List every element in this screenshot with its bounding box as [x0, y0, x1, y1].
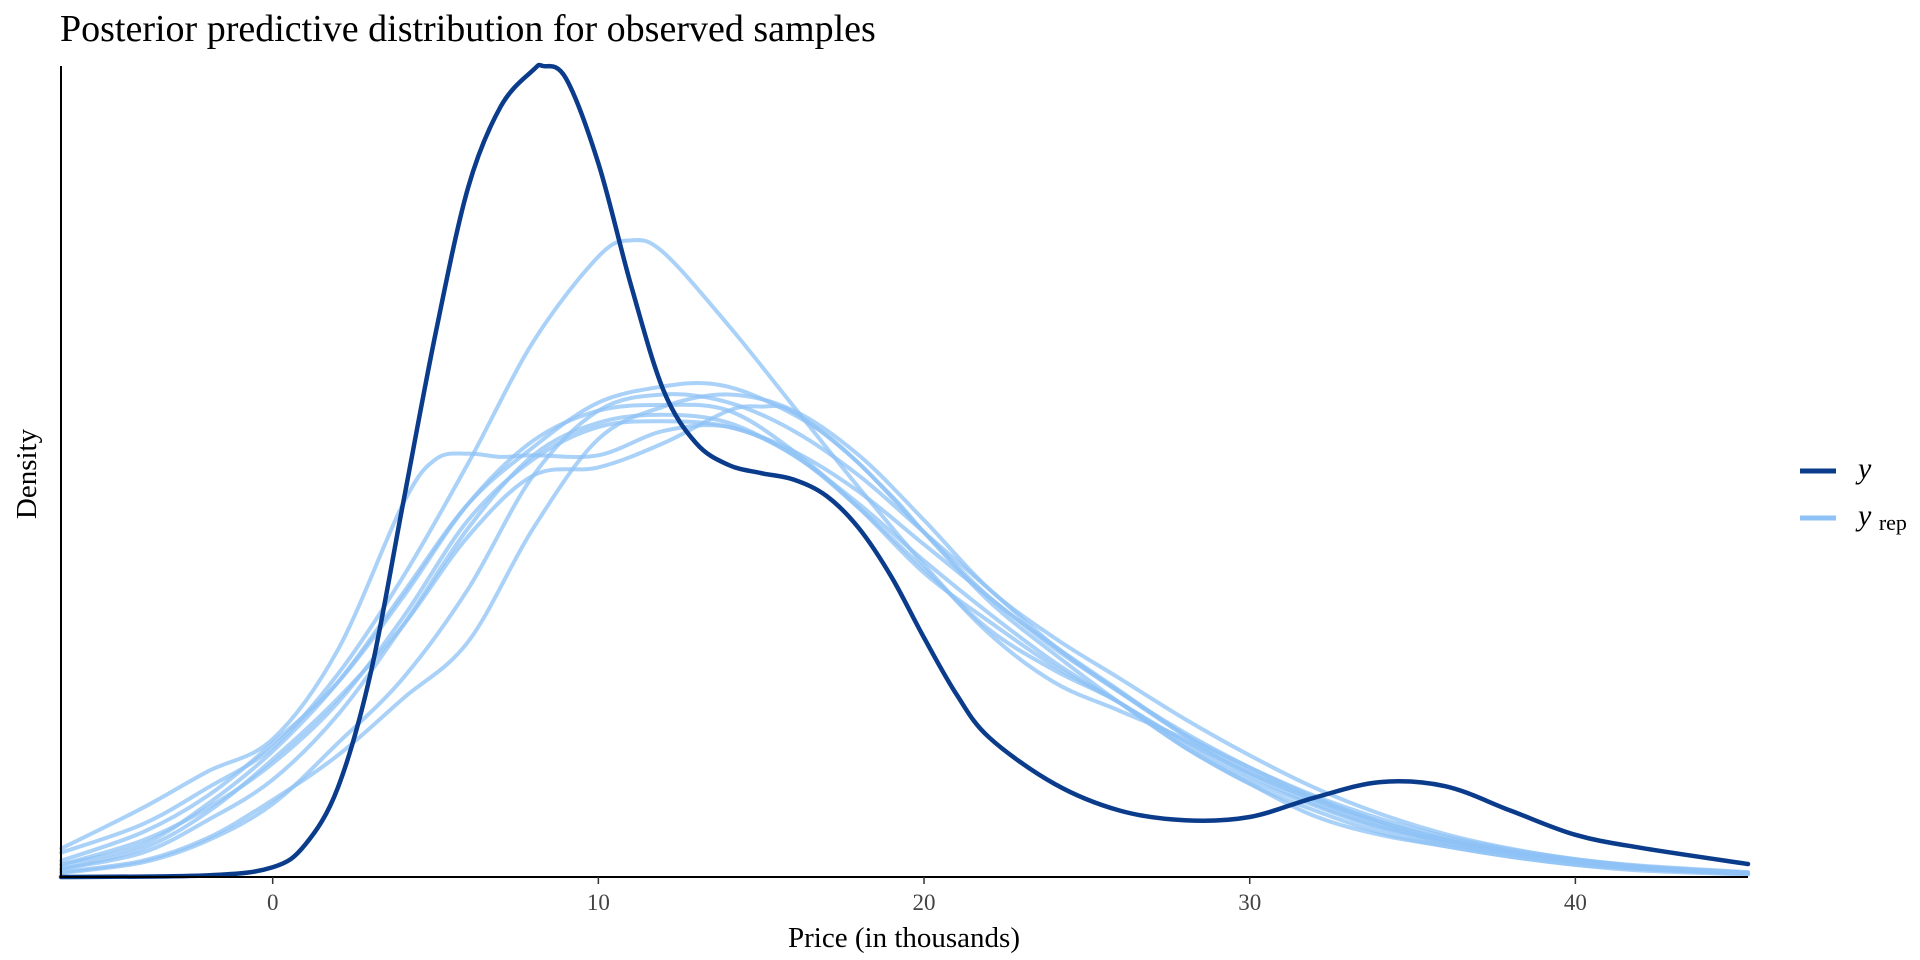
series-line-yrep-3: [59, 380, 1750, 877]
chart-title: Posterior predictive distribution for ob…: [60, 8, 876, 50]
legend-label-yrep: y rep: [1855, 499, 1907, 535]
x-tick-label-40: 40: [1564, 890, 1587, 915]
series-line-yrep-9: [59, 392, 1750, 875]
legend-label-y-main: y: [1855, 452, 1872, 485]
x-tick-label-10: 10: [587, 890, 610, 915]
x-tick-label-30: 30: [1238, 890, 1261, 915]
series-layer: [58, 62, 1751, 880]
series-line-y: [58, 62, 1751, 880]
x-tick-label-20: 20: [913, 890, 936, 915]
y-axis-label: Density: [11, 428, 43, 519]
series-line-yrep-7: [59, 419, 1750, 875]
x-axis-ticks: 0 10 20 30 40: [267, 877, 1587, 915]
series-line-yrep-8: [59, 392, 1750, 875]
legend-label-yrep-main: y: [1855, 499, 1872, 532]
series-line-yrep-5: [59, 402, 1750, 875]
legend: y y rep: [1800, 452, 1907, 535]
x-axis-label: Price (in thousands): [788, 922, 1020, 954]
legend-label-yrep-sub: rep: [1879, 510, 1907, 535]
x-tick-label-0: 0: [267, 890, 279, 915]
legend-label-y: y: [1855, 452, 1872, 485]
